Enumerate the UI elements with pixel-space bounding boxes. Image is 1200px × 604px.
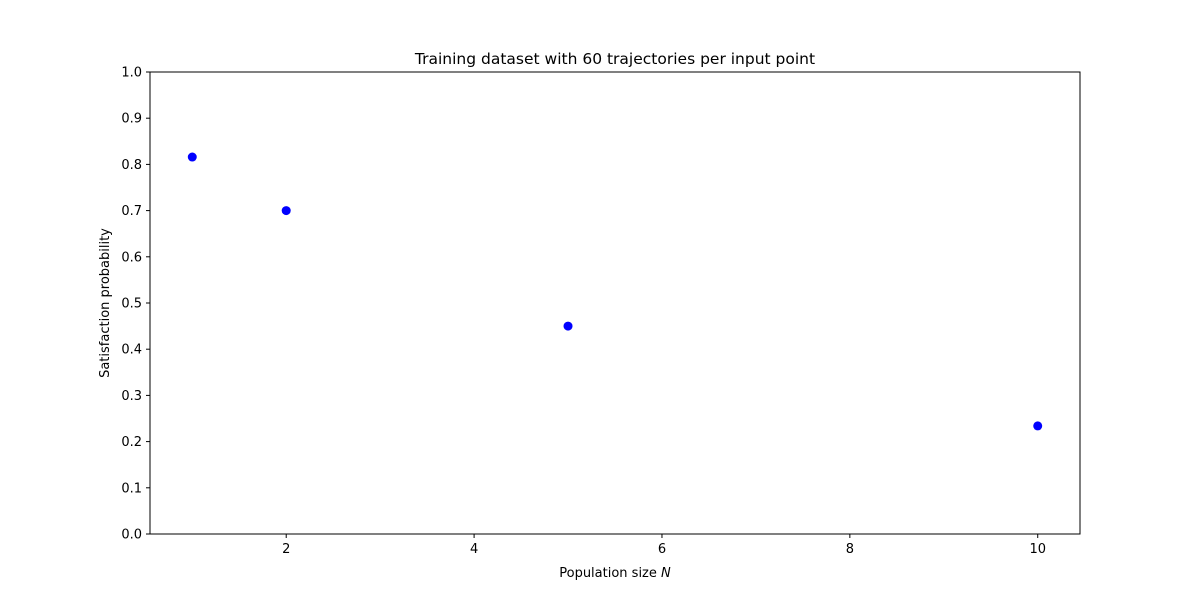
y-tick-label: 0.3 bbox=[121, 389, 142, 404]
y-axis: 0.0 0.1 0.2 0.3 0.4 0.5 0.6 0.7 0.8 0.9 1.0 bbox=[121, 66, 150, 543]
plot-frame bbox=[149, 71, 1081, 535]
y-axis-label: Satisfaction probability bbox=[98, 228, 113, 378]
x-tick-label: 10 bbox=[1029, 542, 1046, 557]
data-point bbox=[1033, 421, 1043, 431]
x-tick-label: 8 bbox=[846, 542, 854, 557]
data-points bbox=[187, 152, 1043, 431]
y-tick-label: 0.9 bbox=[121, 112, 142, 127]
x-axis-label-text: Population size bbox=[559, 566, 657, 581]
chart-title: Training dataset with 60 trajectories pe… bbox=[414, 50, 815, 68]
data-point bbox=[563, 321, 573, 331]
data-point bbox=[187, 152, 197, 162]
data-point bbox=[281, 206, 291, 216]
y-tick-label: 0.1 bbox=[121, 481, 142, 496]
y-tick-label: 0.0 bbox=[121, 528, 142, 543]
y-tick-label: 0.7 bbox=[121, 204, 142, 219]
x-axis: 2 4 6 8 10 bbox=[282, 534, 1046, 557]
y-tick-label: 0.8 bbox=[121, 158, 142, 173]
x-axis-label: Population size N bbox=[559, 566, 671, 581]
x-axis-label-symbol: N bbox=[661, 566, 671, 581]
y-tick-label: 0.6 bbox=[121, 250, 142, 265]
y-tick-label: 0.2 bbox=[121, 435, 142, 450]
y-tick-label: 1.0 bbox=[121, 66, 142, 81]
y-tick-label: 0.5 bbox=[121, 297, 142, 312]
x-tick-label: 6 bbox=[658, 542, 666, 557]
x-tick-label: 4 bbox=[470, 542, 478, 557]
plot-background bbox=[150, 72, 1080, 534]
x-tick-label: 2 bbox=[282, 542, 290, 557]
y-tick-label: 0.4 bbox=[121, 343, 142, 358]
